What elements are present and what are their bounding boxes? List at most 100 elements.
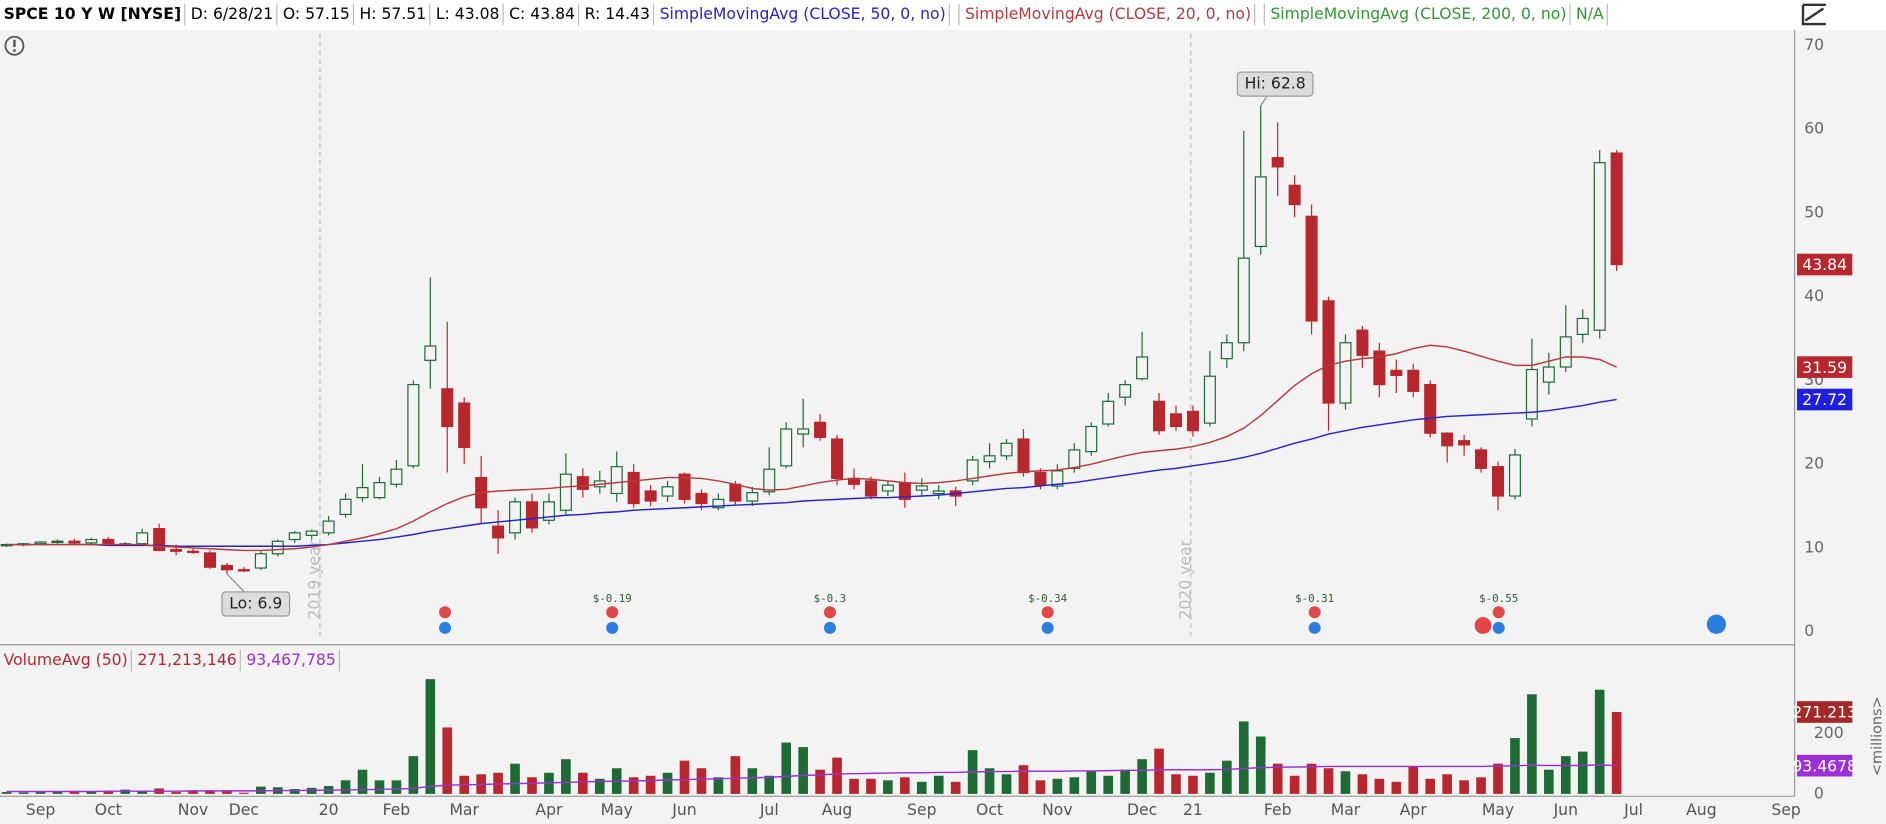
candle-body	[390, 468, 403, 485]
candle-body	[322, 520, 335, 534]
alert-icon[interactable]	[4, 35, 25, 56]
price-tag	[1796, 356, 1853, 378]
drawing-tool-icon[interactable]	[1801, 3, 1826, 26]
candle-body	[458, 402, 471, 449]
candle-body	[661, 486, 674, 497]
help-icon[interactable]	[1706, 614, 1727, 634]
volume-bar	[239, 792, 249, 794]
volume-bar	[1188, 775, 1198, 794]
header-item: R: 14.43	[585, 4, 650, 23]
header-bar	[0, 0, 1886, 31]
candle-body	[644, 490, 657, 502]
candle-body	[1525, 368, 1538, 420]
volume-bar	[594, 778, 605, 794]
y-tick-label: 40	[1804, 286, 1824, 305]
x-tick-label: Dec	[229, 800, 259, 819]
volume-bar	[730, 756, 741, 794]
candle-body	[85, 538, 98, 544]
candle-body	[729, 483, 742, 502]
candle-body	[288, 532, 301, 541]
candle-body	[1203, 375, 1216, 424]
volume-bar	[1577, 751, 1588, 794]
event-icon	[439, 606, 452, 619]
candle-body	[1491, 466, 1505, 497]
candle-body	[678, 473, 691, 500]
candle-body	[1339, 342, 1352, 404]
moving-average-line	[6, 344, 1617, 552]
x-tick-label: May	[601, 800, 633, 819]
candle-body	[1000, 442, 1013, 457]
volume-bar	[374, 780, 385, 794]
y-tick-label: 20	[1804, 454, 1824, 473]
volume-bar	[222, 790, 232, 794]
x-tick-label: 20	[319, 800, 339, 819]
candle-body	[881, 484, 894, 492]
x-tick-label: Feb	[1264, 800, 1292, 819]
volume-bar	[1544, 769, 1554, 794]
callout-box	[1236, 71, 1314, 97]
volume-bar	[1103, 775, 1114, 794]
candle-body	[780, 428, 793, 467]
volume-bar	[1560, 756, 1571, 794]
volume-bar	[527, 777, 537, 794]
candle-body	[1051, 470, 1064, 487]
candle-body	[1017, 438, 1030, 474]
volume-bar	[1493, 763, 1503, 794]
volume-bar	[425, 679, 436, 794]
volume-bar	[205, 791, 215, 794]
dividend-icon	[1492, 621, 1505, 634]
candle-body	[1237, 257, 1250, 344]
candle-body	[102, 538, 115, 545]
candle-body	[1610, 152, 1623, 266]
volume-bar	[1222, 760, 1232, 794]
candle-body	[34, 541, 47, 545]
candle-body	[187, 550, 200, 554]
year-label: 2019 year	[305, 539, 324, 619]
candle-body	[1220, 342, 1233, 360]
callout-box	[221, 591, 291, 617]
candle-body	[576, 476, 589, 490]
x-tick-label: Apr	[1400, 800, 1428, 819]
volume-bar	[1425, 778, 1436, 794]
candle-body	[254, 553, 267, 569]
volume-bar	[900, 777, 910, 794]
candle-body	[424, 345, 437, 361]
volume-bar	[1154, 748, 1164, 794]
candle-body	[542, 501, 555, 521]
volume-tick-label: 0	[1814, 783, 1824, 802]
earnings-label: $-0.3	[814, 592, 847, 605]
candle-body	[492, 525, 505, 539]
x-tick-label: Oct	[95, 800, 122, 819]
volume-legend-item: VolumeAvg (50)	[4, 650, 128, 669]
callout-label: Hi: 62.8	[1245, 74, 1306, 93]
volume-bar	[578, 772, 588, 794]
candle-body	[373, 481, 386, 499]
volume-bar	[1594, 689, 1605, 794]
candle-body	[983, 455, 996, 463]
volume-bar	[69, 790, 80, 794]
candle-body	[203, 552, 216, 568]
volume-bar	[103, 791, 114, 794]
candle-body	[305, 530, 318, 536]
x-tick-label: Sep	[1771, 800, 1801, 819]
volume-bar	[933, 775, 944, 794]
candle-body	[1186, 410, 1199, 432]
y-tick-label: 60	[1804, 119, 1824, 138]
candle-body	[1508, 454, 1521, 497]
volume-bar	[340, 780, 351, 794]
volume-bar	[1357, 774, 1368, 794]
volume-bar	[1086, 771, 1097, 794]
header-item: O: 57.15	[283, 4, 350, 23]
candle-body	[1119, 384, 1132, 398]
dividend-icon	[439, 621, 452, 634]
event-icon	[606, 606, 619, 619]
candle-body	[1102, 400, 1115, 425]
volume-bar	[1, 792, 12, 794]
volume-bar	[662, 772, 673, 794]
volume-unit: <millions>	[1870, 696, 1886, 776]
volume-bar	[1459, 780, 1469, 794]
candle-body	[51, 540, 64, 544]
y-tick-label: 70	[1804, 35, 1824, 54]
candle-body	[1441, 432, 1454, 447]
header-item: L: 43.08	[436, 4, 500, 23]
